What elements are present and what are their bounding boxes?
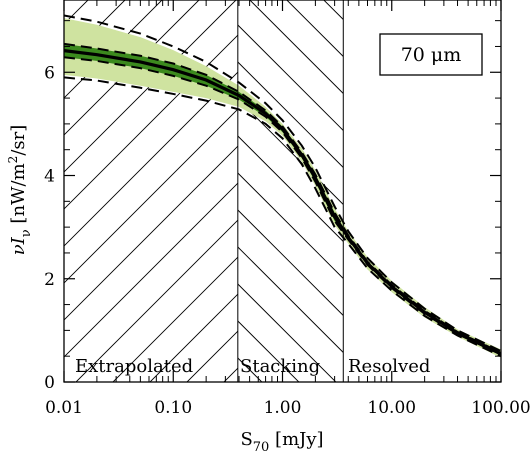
hatch-stacking bbox=[237, 0, 530, 382]
inset-label-box bbox=[379, 33, 483, 76]
hatch-line bbox=[75, 219, 238, 382]
hatch-line bbox=[509, 0, 530, 382]
hatch-line bbox=[237, 61, 344, 169]
y-axis-title: νIν [nW/m2/sr] bbox=[6, 125, 34, 256]
region-dividers bbox=[237, 0, 344, 382]
hatch-line bbox=[112, 256, 238, 382]
hatch-line bbox=[64, 145, 238, 321]
region-label-resolved: Resolved bbox=[348, 356, 430, 377]
x-axis-title: S70 [mJy] bbox=[240, 429, 323, 455]
uncertainty-bands bbox=[64, 18, 501, 358]
hatch-line bbox=[483, 0, 530, 382]
dark-uncertainty-band bbox=[64, 43, 501, 355]
inner-lower-line bbox=[64, 56, 501, 356]
hatch-line bbox=[149, 293, 238, 382]
hatch-line bbox=[237, 24, 344, 132]
central-line bbox=[64, 49, 501, 356]
inset-label: 70 μm bbox=[401, 44, 462, 66]
hatch-line bbox=[237, 246, 344, 354]
x-tick-label: 1.00 bbox=[264, 398, 302, 418]
outer-lower-line bbox=[64, 76, 501, 358]
y-tick-label: 4 bbox=[44, 167, 55, 187]
hatch-line bbox=[249, 0, 344, 95]
y-tick-label: 2 bbox=[44, 270, 55, 290]
x-tick-label: 10.00 bbox=[367, 398, 416, 418]
series-lines bbox=[64, 14, 501, 358]
inner-upper-line bbox=[64, 42, 501, 354]
region-label-extrapolated: Extrapolated bbox=[75, 356, 193, 377]
hatch-line bbox=[520, 0, 530, 382]
hatch-line bbox=[237, 98, 344, 206]
hatch-line bbox=[237, 283, 337, 382]
hatch-line bbox=[237, 172, 344, 280]
hatch-line bbox=[237, 135, 344, 243]
hatch-line bbox=[64, 71, 238, 247]
x-tick-label: 100.00 bbox=[471, 398, 530, 418]
x-tick-label: 0.10 bbox=[154, 398, 192, 418]
hatch-line bbox=[64, 108, 238, 284]
x-tick-label: 0.01 bbox=[45, 398, 83, 418]
plot-frame bbox=[63, 0, 502, 383]
outer-upper-line bbox=[64, 14, 501, 352]
tick-labels: 0.01 0.10 1.00 10.00 100.00 0 2 4 6 bbox=[44, 63, 530, 418]
y-tick-label: 0 bbox=[44, 373, 55, 393]
region-label-stacking: Stacking bbox=[240, 356, 320, 377]
hatch-line bbox=[64, 182, 238, 358]
y-tick-label: 6 bbox=[44, 63, 55, 83]
